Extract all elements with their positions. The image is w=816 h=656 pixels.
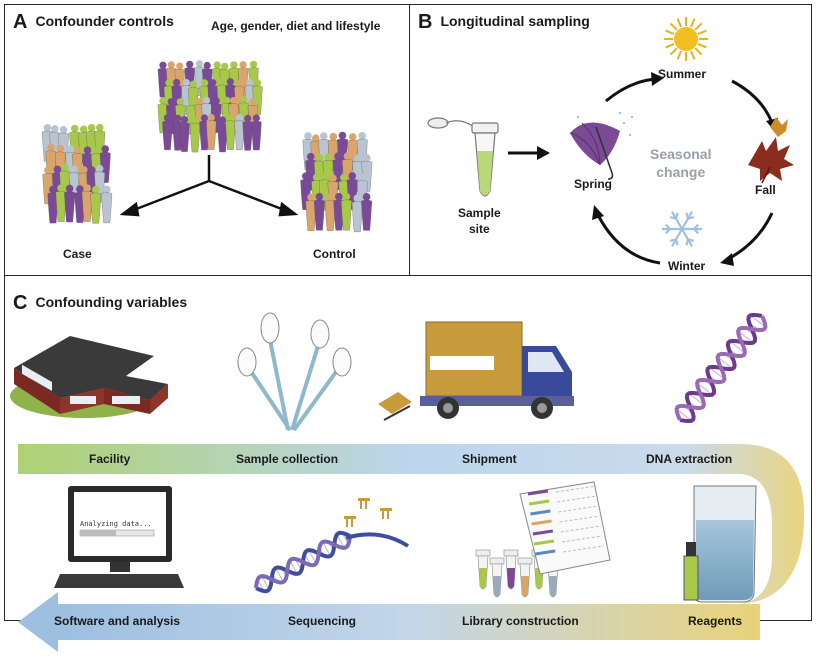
control-crowd-icon <box>300 131 373 233</box>
panel-b-graphics <box>427 17 794 266</box>
sample-site-label-line1: Sample <box>458 206 501 220</box>
swabs-icon <box>237 312 352 432</box>
sequencing-dna-icon <box>254 530 410 594</box>
population-crowd-icon <box>157 60 263 153</box>
control-label: Control <box>313 247 356 261</box>
snowflake-icon <box>662 211 702 247</box>
seasonal-change-line2: change <box>656 164 706 180</box>
panel-a-title: A Confounder controls <box>13 11 174 34</box>
library-tubes-icon <box>475 549 561 598</box>
tube-to-cycle-arrow-icon <box>508 146 550 160</box>
panel-a-title-text: Confounder controls <box>35 13 174 29</box>
step-facility-label: Facility <box>89 452 131 466</box>
spring-label: Spring <box>574 177 612 191</box>
panel-c-letter: C <box>13 292 28 314</box>
case-crowd-icon <box>41 123 113 224</box>
panel-a-letter: A <box>13 11 28 33</box>
sample-site-label-line2: site <box>469 222 490 236</box>
sun-icon <box>664 17 708 61</box>
split-arrows-icon <box>119 155 299 217</box>
panel-b-title-text: Longitudinal sampling <box>440 13 590 29</box>
panel-confounder-controls: A Confounder controls Age, gender, diet a… <box>4 4 410 276</box>
facility-building-icon <box>10 336 168 418</box>
gel-sheet-icon <box>519 481 611 575</box>
fall-leaves-icon <box>748 117 794 184</box>
step-dna-extraction-label: DNA extraction <box>646 452 733 466</box>
summer-label: Summer <box>658 67 707 81</box>
step-shipment-label: Shipment <box>462 452 517 466</box>
fall-label: Fall <box>755 183 776 197</box>
step-sample-collection-label: Sample collection <box>236 452 339 466</box>
primer-pieces-icon <box>344 498 392 527</box>
sample-site-label: Sample site <box>458 205 501 237</box>
panel-b-title: B Longitudinal sampling <box>418 11 590 34</box>
seasonal-change-line1: Seasonal <box>650 146 712 162</box>
winter-label: Winter <box>668 259 706 273</box>
seasonal-change-label: Seasonal change <box>650 145 711 181</box>
panel-a-graphics <box>41 60 373 233</box>
case-label: Case <box>63 247 92 261</box>
panel-a-subtitle: Age, gender, diet and lifestyle <box>211 19 381 33</box>
umbrella-icon <box>569 111 634 180</box>
panel-longitudinal-sampling: B Longitudinal sampling <box>409 4 812 276</box>
panel-c-title-text: Confounding variables <box>35 294 188 310</box>
step-software-analysis-label: Software and analysis <box>54 614 181 628</box>
process-flow-arrow-icon <box>18 444 805 652</box>
step-reagents-label: Reagents <box>688 614 743 628</box>
panel-c-title: C Confounding variables <box>13 292 187 315</box>
reagent-beaker-icon <box>683 485 757 603</box>
computer-monitor-icon <box>54 486 184 588</box>
sample-tube-icon <box>427 117 499 197</box>
dna-helix-icon <box>674 312 768 424</box>
panel-b-letter: B <box>418 11 433 33</box>
step-library-construction-label: Library construction <box>462 614 579 628</box>
step-sequencing-label: Sequencing <box>288 614 357 628</box>
delivery-truck-icon <box>378 321 574 421</box>
analyzing-data-text: Analyzing data... <box>80 520 152 528</box>
